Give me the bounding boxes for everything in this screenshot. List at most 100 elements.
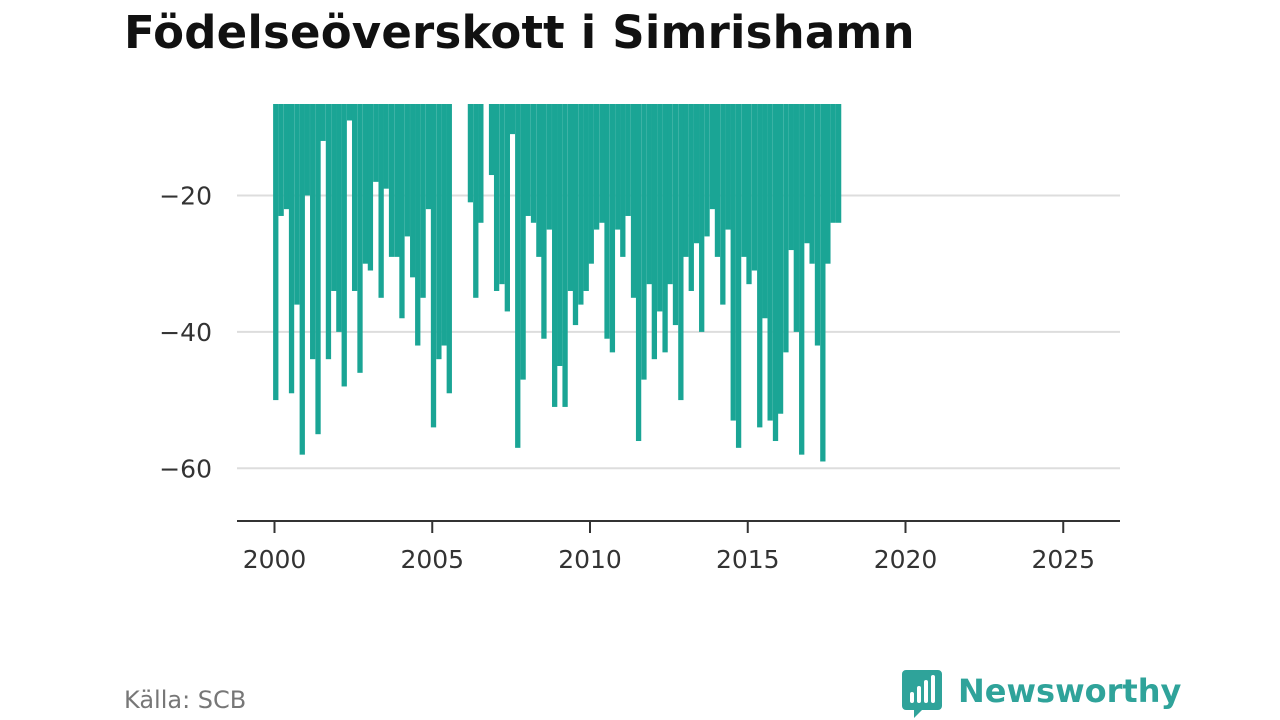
bar	[557, 104, 563, 366]
bar	[388, 104, 395, 257]
source-label: Källa: SCB	[124, 686, 247, 714]
bar	[635, 104, 642, 442]
bar	[767, 104, 773, 421]
bar	[783, 104, 789, 353]
x-tick-label: 2005	[400, 545, 464, 574]
bar	[504, 104, 510, 312]
bar	[820, 104, 826, 462]
bar	[688, 104, 694, 291]
bar	[725, 104, 731, 230]
bar	[320, 104, 326, 141]
bar	[630, 104, 637, 298]
x-tick-label: 2015	[716, 545, 780, 574]
bar	[446, 104, 452, 394]
bar	[410, 104, 416, 278]
brand-logo[interactable]: Newsworthy	[902, 670, 1181, 720]
bar	[415, 104, 421, 346]
x-tick-label: 2025	[1031, 545, 1095, 574]
bar	[835, 104, 842, 223]
bar	[304, 104, 310, 196]
bar	[646, 104, 652, 285]
bar	[615, 104, 621, 230]
newsworthy-logo-icon	[902, 670, 942, 718]
tick-labels: −20 −40 −60 2000 2005 2010 2015 2020 2025	[159, 182, 1095, 575]
bar	[278, 104, 284, 216]
bar	[541, 104, 547, 339]
bar	[609, 104, 616, 353]
bar	[325, 104, 332, 360]
bar	[441, 104, 447, 346]
bar	[678, 104, 684, 401]
bar	[273, 104, 279, 401]
bar	[762, 104, 768, 319]
bar	[657, 104, 663, 312]
bar	[699, 104, 705, 332]
bar	[814, 104, 821, 346]
bar	[520, 104, 526, 380]
bar	[735, 104, 742, 448]
bar	[310, 104, 316, 360]
bar	[420, 104, 426, 298]
bar	[772, 104, 779, 442]
bar	[299, 104, 305, 455]
bar	[683, 104, 689, 257]
bar	[478, 104, 484, 223]
bar	[588, 104, 594, 264]
bar	[336, 104, 342, 332]
bar	[714, 104, 721, 257]
bar	[473, 104, 479, 298]
bar	[357, 104, 363, 373]
y-tick-label: −60	[159, 454, 212, 483]
brand-name: Newsworthy	[958, 672, 1182, 710]
bar	[362, 104, 369, 264]
bar	[751, 104, 758, 271]
bar	[593, 104, 600, 230]
bar	[746, 104, 752, 285]
bar	[331, 104, 337, 291]
bar	[467, 104, 474, 203]
bar	[583, 104, 589, 291]
bar	[394, 104, 400, 257]
bar	[704, 104, 710, 237]
bars	[273, 104, 842, 462]
bar	[572, 104, 579, 326]
bar	[830, 104, 836, 223]
bar	[825, 104, 831, 264]
bar	[599, 104, 605, 223]
bar	[283, 104, 290, 210]
bar	[809, 104, 815, 264]
bar	[641, 104, 647, 380]
bar	[562, 104, 568, 407]
bar	[404, 104, 410, 237]
x-tick-label: 2010	[558, 545, 622, 574]
bar	[346, 104, 353, 121]
chart-title: Födelseöverskott i Simrishamn	[124, 6, 915, 59]
bar	[672, 104, 679, 326]
x-axis	[237, 520, 1120, 533]
bar	[793, 104, 799, 332]
bar	[383, 104, 389, 189]
bar	[667, 104, 673, 285]
bar	[436, 104, 442, 360]
bar	[777, 104, 784, 414]
bar	[499, 104, 505, 285]
bar	[620, 104, 626, 257]
bar	[378, 104, 384, 298]
bar	[709, 104, 716, 210]
bar	[651, 104, 658, 360]
bar	[567, 104, 574, 291]
bar	[493, 104, 500, 291]
bar	[294, 104, 300, 305]
bar	[288, 104, 295, 394]
bar	[425, 104, 432, 210]
y-tick-label: −20	[159, 182, 212, 211]
bar	[552, 104, 558, 407]
bar	[720, 104, 726, 305]
bar	[373, 104, 379, 182]
bar	[578, 104, 584, 305]
bar	[315, 104, 321, 435]
bar	[399, 104, 405, 319]
bar	[604, 104, 610, 339]
bar	[662, 104, 668, 353]
